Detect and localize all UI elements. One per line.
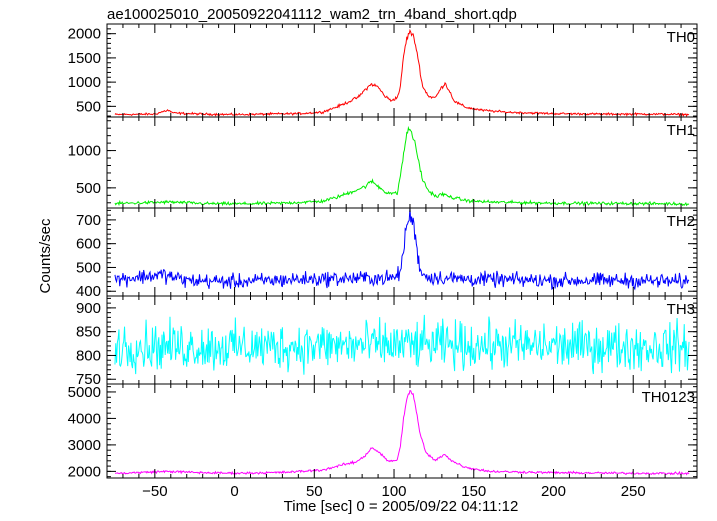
panel-label-th1: TH1 [667,122,695,139]
y-tick-label: 900 [76,300,101,317]
x-tick-label: 250 [621,483,646,500]
series-line-th3 [114,314,690,375]
y-tick-label: 1000 [68,74,101,91]
y-tick-label: 500 [76,98,101,115]
y-tick-label: 2000 [68,463,101,480]
panel-label-th0123: TH0123 [642,389,695,406]
panel-th3: 750 800 850 900 TH3 [76,295,698,388]
x-tick-label: 200 [541,483,566,500]
y-tick-label: 1500 [68,50,101,67]
y-tick-label: 3000 [68,437,101,454]
x-tick-label: 50 [306,483,323,500]
x-tick-label: 150 [461,483,486,500]
y-tick-label: 4000 [68,410,101,427]
y-tick-label: 850 [76,324,101,341]
y-tick-label: 800 [76,347,101,364]
x-tick-label: 0 [230,483,238,500]
panel-label-th0: TH0 [667,29,695,46]
y-tick-label: 700 [76,212,101,229]
panel-th2: 400 500 600 700 TH2 [76,207,698,300]
y-tick-label: 2000 [68,26,101,43]
y-tick-label: 750 [76,371,101,388]
panel-frame [106,383,698,479]
panel-th0123: 2000 3000 4000 5000 TH0123 [68,383,698,480]
y-tick-label: 1000 [68,143,101,160]
series-line-th2 [114,207,690,291]
y-tick-label: 5000 [68,384,101,401]
x-tick-label: 100 [382,483,407,500]
y-tick-label: 600 [76,236,101,253]
x-tick-label: −50 [142,483,167,500]
series-line-th1 [114,125,690,207]
panel-label-th2: TH2 [667,213,695,230]
y-axis-label: Counts/sec [37,218,54,294]
series-line-th0123 [114,389,690,476]
y-tick-label: 500 [76,259,101,276]
x-axis-label: Time [sec] 0 = 2005/09/22 04:11:12 [284,498,519,515]
series-line-th0 [114,28,690,118]
panel-th1: 500 1000 TH1 [68,116,698,209]
panel-th0: 500 1000 1500 2000 TH0 [68,23,698,118]
y-tick-label: 500 [76,180,101,197]
chart-title: ae100025010_20050922041112_wam2_trn_4ban… [107,6,517,23]
panel-label-th3: TH3 [667,301,695,318]
y-tick-label: 400 [76,283,101,300]
